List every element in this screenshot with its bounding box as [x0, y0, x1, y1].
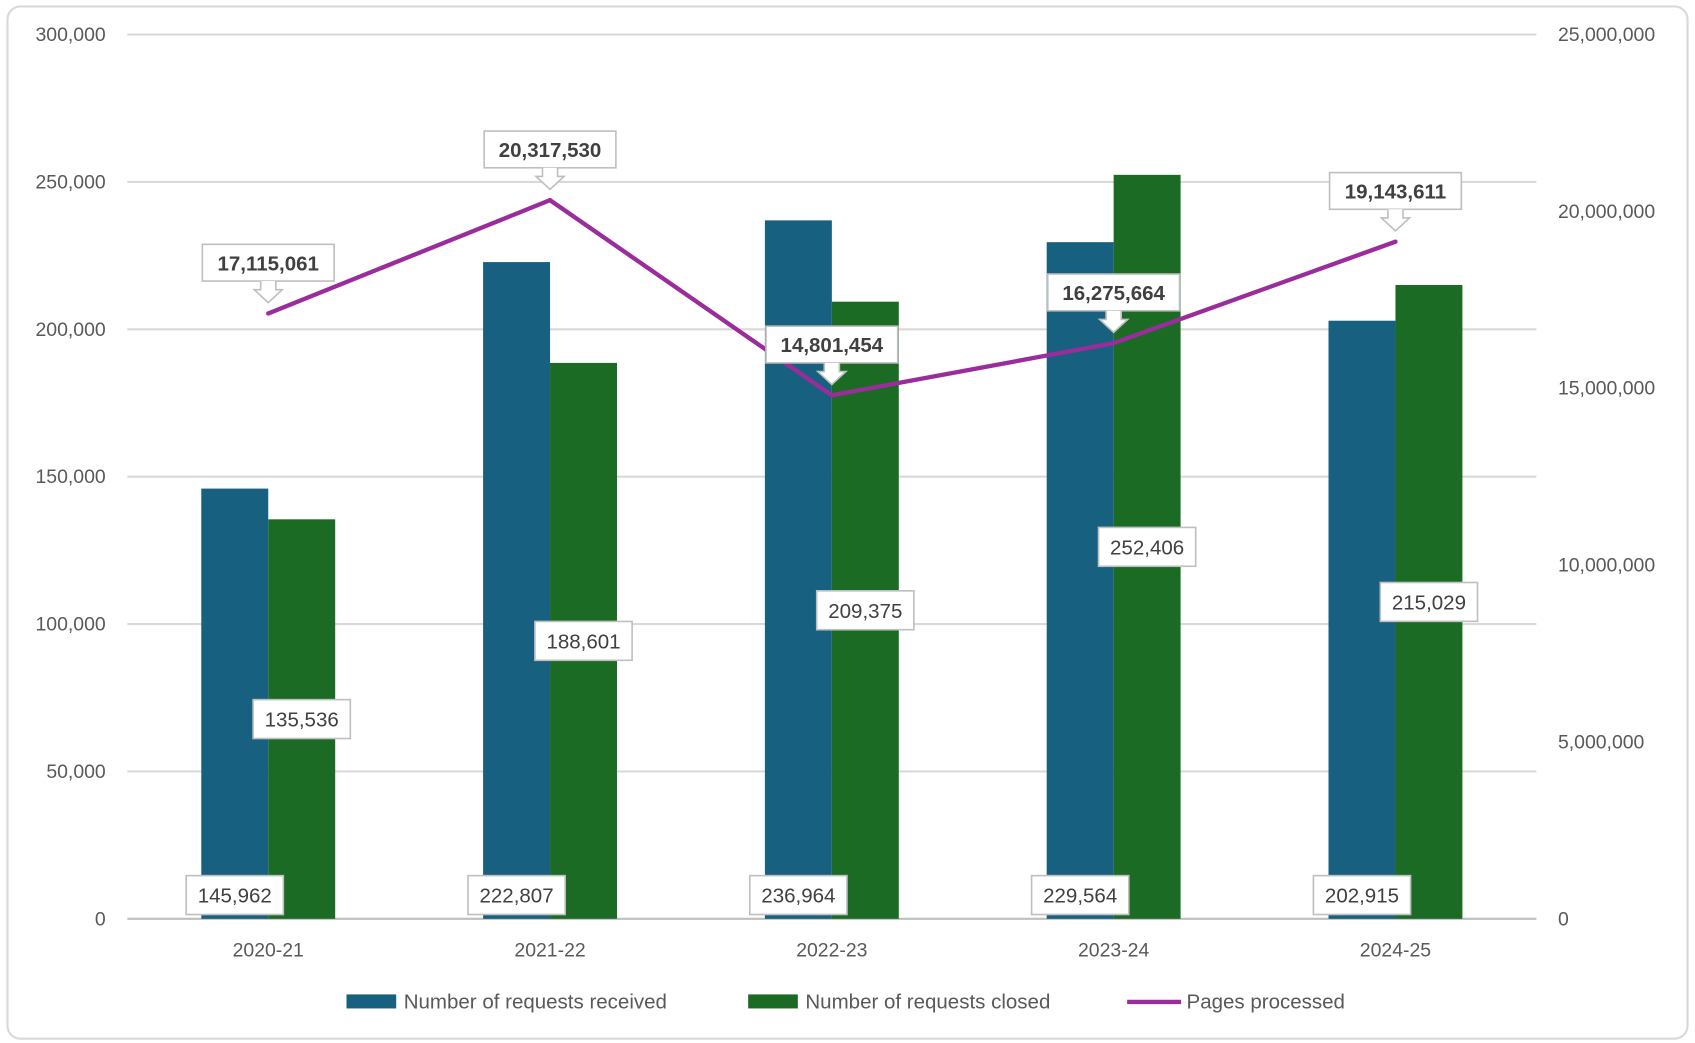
data-label: 222,807	[480, 885, 554, 908]
data-label-box	[1312, 874, 1412, 916]
line-data-callout: 20,317,530	[483, 130, 617, 191]
callout-arrow	[815, 362, 848, 386]
bar-received	[764, 220, 832, 919]
data-label: 20,317,530	[499, 139, 602, 162]
y-right-tick-label: 10,000,000	[1558, 555, 1655, 577]
y-left-tick-label: 100,000	[36, 614, 106, 636]
data-label: 202,915	[1325, 885, 1399, 908]
callout-arrow	[533, 167, 567, 191]
data-label-box	[1328, 171, 1463, 211]
y-left-tick-label: 250,000	[36, 171, 106, 193]
callout-arrow	[1097, 310, 1130, 334]
data-label: 19,143,611	[1345, 181, 1446, 204]
data-label: 135,536	[265, 709, 339, 732]
y-left-tick-label: 50,000	[46, 761, 106, 783]
y-right-tick-label: 20,000,000	[1558, 201, 1655, 223]
data-label-box	[1097, 526, 1197, 568]
y-left-tick-label: 0	[95, 908, 106, 930]
data-label: 14,801,454	[781, 334, 884, 357]
x-tick-label: 2024-25	[1360, 940, 1431, 962]
callout-arrow	[252, 281, 285, 304]
data-label-box	[185, 874, 285, 916]
line-point	[266, 311, 271, 316]
legend-swatch	[748, 994, 798, 1009]
line-point	[1393, 239, 1398, 244]
data-label: 16,275,664	[1062, 282, 1165, 305]
y-right-tick-label: 15,000,000	[1558, 378, 1655, 400]
data-label-box	[765, 325, 899, 364]
data-label-box	[1030, 874, 1130, 916]
legend-swatch	[346, 994, 397, 1009]
legend-label: Pages processed	[1187, 990, 1345, 1013]
x-tick-label: 2021-22	[514, 940, 585, 962]
line-data-callout: 16,275,664	[1046, 273, 1181, 334]
line-point	[1111, 340, 1116, 346]
data-label: 215,029	[1392, 591, 1466, 614]
bar-received	[483, 262, 551, 919]
data-label: 188,601	[546, 630, 620, 653]
data-label: 229,564	[1043, 885, 1117, 908]
callout-arrow	[1379, 209, 1412, 233]
line-data-callout: 17,115,061	[201, 243, 335, 304]
data-label-box	[1379, 581, 1479, 623]
data-label: 209,375	[828, 600, 902, 623]
data-label: 252,406	[1110, 536, 1184, 559]
data-label: 236,964	[761, 885, 835, 908]
data-label-box	[534, 620, 633, 662]
legend-label: Number of requests received	[404, 990, 667, 1013]
legend-label: Number of requests closed	[805, 990, 1050, 1013]
legend-item: Pages processed	[1127, 990, 1345, 1013]
line-point	[547, 198, 553, 203]
data-label-box	[815, 590, 915, 631]
data-label: 17,115,061	[218, 252, 319, 275]
data-label-box	[252, 698, 352, 740]
y-right-tick-label: 0	[1558, 908, 1569, 930]
y-right-tick-label: 25,000,000	[1558, 24, 1655, 46]
data-label-box	[201, 243, 335, 282]
legend-item: Number of requests received	[346, 990, 667, 1013]
x-tick-label: 2022-23	[796, 940, 867, 962]
data-label-box	[467, 874, 566, 916]
y-right-tick-label: 5,000,000	[1558, 731, 1645, 753]
line-point	[829, 393, 835, 398]
x-tick-label: 2020-21	[233, 940, 304, 962]
data-label: 145,962	[198, 885, 272, 908]
y-left-tick-label: 150,000	[36, 466, 106, 488]
line-data-callout: 19,143,611	[1328, 171, 1463, 233]
y-left-tick-label: 200,000	[36, 319, 106, 341]
line-data-callout: 14,801,454	[765, 325, 899, 386]
data-label-box	[1046, 273, 1181, 312]
data-label-box	[748, 874, 848, 916]
y-left-tick-label: 300,000	[36, 24, 106, 46]
x-tick-label: 2023-24	[1078, 940, 1149, 962]
legend-item: Number of requests closed	[748, 990, 1050, 1013]
